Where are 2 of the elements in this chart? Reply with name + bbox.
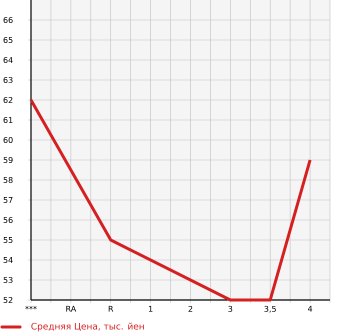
- line-series: [30, 98, 312, 302]
- legend-label: Средняя Цена, тыс. йен: [31, 322, 144, 332]
